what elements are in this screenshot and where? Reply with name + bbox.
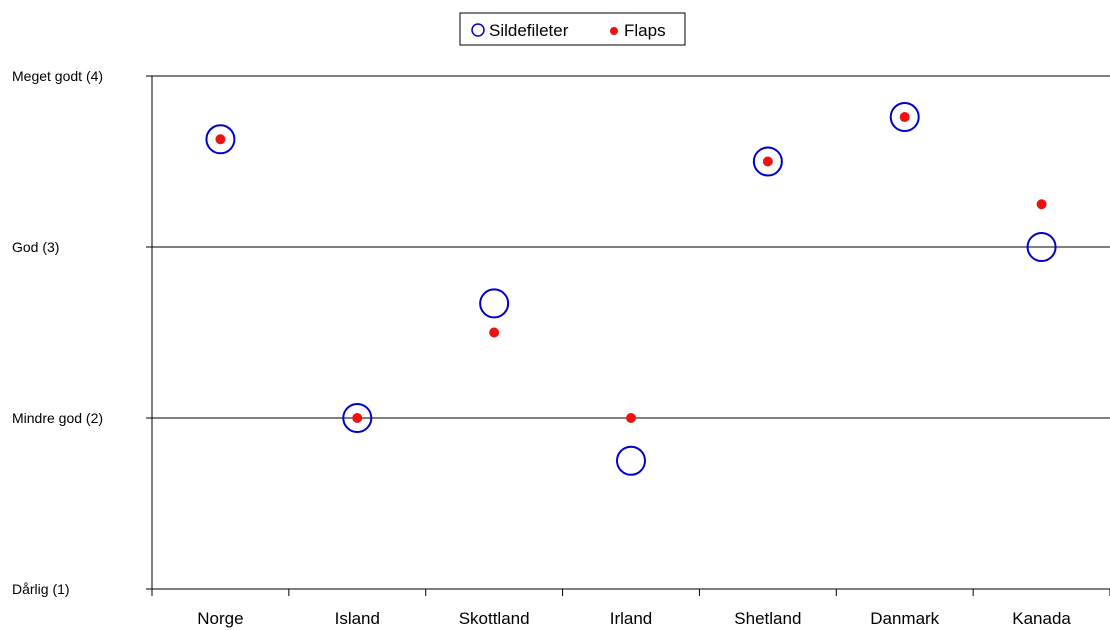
legend-box xyxy=(459,12,686,46)
flaps-point-skottland xyxy=(489,327,500,338)
flaps-point-norge xyxy=(215,134,226,145)
flaps-point-island xyxy=(352,413,363,423)
sildefileter-point-skottland xyxy=(479,288,510,319)
flaps-point-danmark xyxy=(899,112,910,123)
x-tick-label-skottland: Skottland xyxy=(459,609,530,628)
sildefileter-point-danmark xyxy=(889,102,920,133)
x-tick-label-shetland: Shetland xyxy=(734,609,801,628)
x-tick-label-norge: Norge xyxy=(197,609,243,628)
sildefileter-point-shetland xyxy=(752,146,783,177)
y-tick-label-3: Meget godt (4) xyxy=(12,68,103,84)
legend-marker-flaps xyxy=(610,27,618,35)
flaps-point-shetland xyxy=(762,156,773,167)
sildefileter-point-kanada xyxy=(1026,232,1057,262)
flaps-point-kanada xyxy=(1036,199,1047,210)
legend-label-flaps: Flaps xyxy=(624,21,666,40)
legend-label-sildefileter: Sildefileter xyxy=(489,21,569,40)
x-tick-label-danmark: Danmark xyxy=(870,609,939,628)
x-tick-label-island: Island xyxy=(335,609,380,628)
x-tick-label-irland: Irland xyxy=(610,609,653,628)
y-tick-label-1: Mindre god (2) xyxy=(12,410,103,426)
sildefileter-point-island xyxy=(342,403,373,433)
legend-marker-sildefileter xyxy=(471,23,485,37)
flaps-point-irland xyxy=(626,413,636,423)
sildefileter-point-norge xyxy=(205,124,236,155)
y-tick-label-2: God (3) xyxy=(12,239,59,255)
y-tick-label-0: Dårlig (1) xyxy=(12,581,70,597)
plot-area: Dårlig (1) Mindre god (2) God (3) Meget god… xyxy=(12,68,1110,628)
sildefileter-point-irland xyxy=(616,445,646,476)
legend: Sildefileter Flaps xyxy=(459,12,686,46)
x-tick-label-kanada: Kanada xyxy=(1012,609,1071,628)
